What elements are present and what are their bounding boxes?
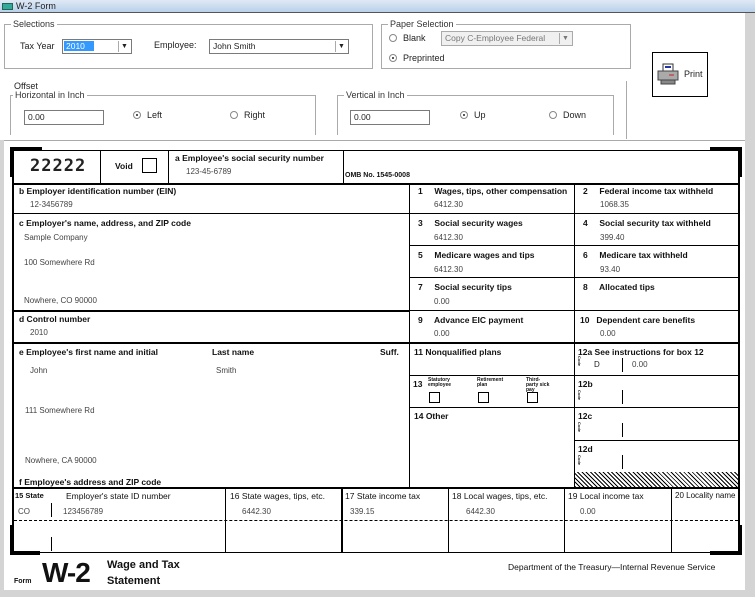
scroll-gutter [745,13,755,597]
employer-name: Sample Company [24,233,88,242]
form-code: 22222 [30,156,87,176]
box-17-label: 17 State income tax [345,491,421,501]
up-radio[interactable]: Up [460,110,486,121]
box-a-label: a Employee's social security number [175,153,324,163]
w2-title: W-2 [42,557,91,588]
title-bar: W-2 Form [0,0,755,13]
ein-value: 12-3456789 [30,200,73,209]
box-20-label: 20 Locality name [675,491,736,500]
vertical-legend: Vertical in Inch [344,90,407,100]
state-id-label: Employer's state ID number [66,491,171,501]
box-16-label: 16 State wages, tips, etc. [230,491,325,501]
copy-select[interactable]: Copy C-Employee Federal ▼ [441,31,573,46]
right-radio[interactable]: Right [230,110,265,121]
vertical-group: Vertical in Inch [337,90,614,135]
box-18-label: 18 Local wages, tips, etc. [452,491,548,501]
employee-city: Nowhere, CA 90000 [25,456,97,465]
tax-year-select[interactable]: 2010 ▼ [62,39,132,54]
app-icon [2,3,13,10]
department-label: Department of the Treasury—Internal Reve… [508,562,716,572]
left-radio[interactable]: Left [133,110,162,121]
left-border [0,140,4,597]
box-b-label: b Employer identification number (EIN) [19,186,177,196]
print-button[interactable]: Print [652,52,708,97]
box-e-label: e Employee's first name and initial [19,347,159,357]
employee-label: Employee: [154,40,197,50]
paper-selection-legend: Paper Selection [388,19,456,29]
void-label: Void [115,161,133,171]
employee-last-name: Smith [216,366,237,375]
form-word: Form [14,578,32,585]
third-party-label: Third-party sick pay [526,377,550,393]
box-c-label: c Employer's name, address, and ZIP code [19,218,191,228]
local-income-tax-value: 0.00 [580,507,596,516]
chevron-down-icon[interactable]: ▼ [335,41,347,52]
code-label: Code [577,455,582,465]
chevron-down-icon[interactable]: ▼ [118,41,130,52]
hatched-area [575,472,738,487]
retirement-checkbox[interactable] [478,392,489,403]
print-label: Print [684,69,703,79]
box-12c-label: 12c [578,411,593,421]
down-radio[interactable]: Down [549,110,586,121]
box-15-label: 15 State [15,491,44,500]
box-14-label: 14 Other [414,411,449,421]
code-label: Code [577,422,582,432]
state-value: CO [18,507,30,516]
employee-first-name: John [30,366,48,375]
vertical-offset-input[interactable]: 0.00 [350,110,430,125]
box-12d-label: 12d [578,444,593,454]
horizontal-group: Horizontal in Inch [10,90,316,135]
blank-radio[interactable]: Blank [389,33,426,44]
paper-selection-group: Paper Selection [381,19,631,69]
retirement-label: Retirement plan [477,377,504,388]
form-title-line1: Wage and Tax [107,559,180,571]
offset-group: Offset [4,81,627,139]
bottom-border [0,590,755,597]
box-f-label: f Employee's address and ZIP code [19,477,162,487]
box-19-label: 19 Local income tax [568,491,644,501]
code-label: Code [577,356,582,366]
employer-city: Nowhere, CO 90000 [24,296,97,305]
chevron-down-icon[interactable]: ▼ [559,33,571,44]
preprinted-radio[interactable]: Preprinted [389,53,445,64]
ssn-value: 123-45-6789 [186,167,232,176]
control-number: 2010 [30,328,48,337]
state-wages-value: 6442.30 [242,507,271,516]
statutory-checkbox[interactable] [429,392,440,403]
local-wages-value: 6442.30 [466,507,495,516]
selections-legend: Selections [11,19,57,29]
void-checkbox[interactable] [142,158,157,173]
box-12b-label: 12b [578,379,593,389]
box-13-label: 13 [413,379,423,389]
suffix-label: Suff. [380,347,399,357]
code-label: Code [577,390,582,400]
printer-icon [657,63,679,85]
omb-number: OMB No. 1545-0008 [345,172,410,179]
selections-group: Selections [4,19,373,69]
window-title: W-2 Form [16,1,56,11]
box-d-label: d Control number [19,314,91,324]
box-12a-value: 0.00 [632,360,648,369]
employee-select[interactable]: John Smith ▼ [209,39,349,54]
offset-legend: Offset [14,81,38,91]
state-id-value: 123456789 [63,507,104,516]
form-divider [4,140,745,141]
box-12a-label: 12a See instructions for box 12 [578,347,704,357]
horizontal-legend: Horizontal in Inch [13,90,87,100]
third-party-checkbox[interactable] [527,392,538,403]
form-title-line2: Statement [107,575,161,587]
statutory-label: Statutory employee [428,377,452,388]
box-11-label: 11 Nonqualified plans [414,347,502,357]
state-income-tax-value: 339.15 [350,507,375,516]
horizontal-offset-input[interactable]: 0.00 [24,110,104,125]
tax-year-label: Tax Year [20,41,55,51]
employer-address: 100 Somewhere Rd [24,258,95,267]
employee-address: 111 Somewhere Rd [25,406,95,415]
box-12a-code: D [594,360,600,369]
last-name-label: Last name [212,347,255,357]
